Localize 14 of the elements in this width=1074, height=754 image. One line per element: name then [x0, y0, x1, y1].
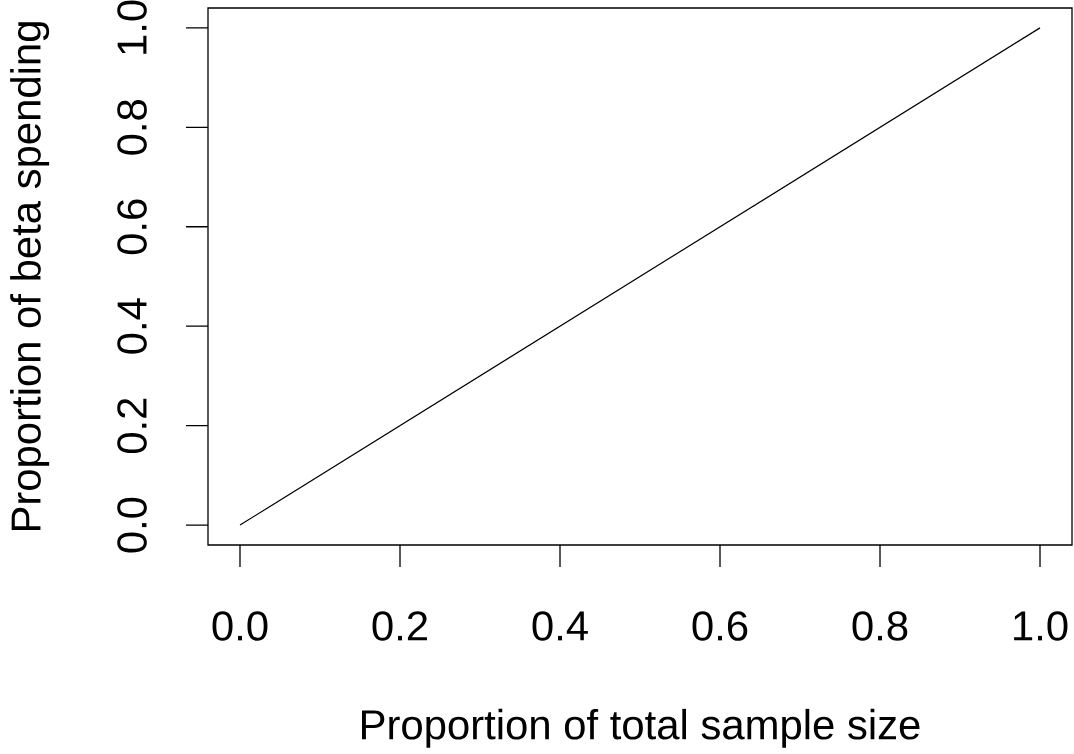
x-tick-label: 0.8 — [852, 611, 908, 641]
y-tick-label: 1.0 — [117, 0, 147, 54]
x-tick-label: 0.4 — [532, 611, 588, 641]
x-tick-label: 0.2 — [372, 611, 427, 641]
y-tick-label: 0.4 — [117, 298, 147, 354]
y-tick-label: 0.6 — [117, 199, 147, 255]
x-tick-label: 0.0 — [212, 611, 268, 641]
y-tick-label: 0.0 — [117, 497, 147, 553]
x-tick-label: 1.0 — [1014, 611, 1068, 641]
y-tick-label: 0.8 — [117, 100, 147, 155]
y-axis-title: Proportion of beta spending — [10, 22, 50, 531]
x-tick-label: 0.6 — [692, 611, 748, 641]
y-tick-label: 0.2 — [117, 398, 147, 454]
x-axis-title: Proportion of total sample size — [362, 708, 920, 748]
